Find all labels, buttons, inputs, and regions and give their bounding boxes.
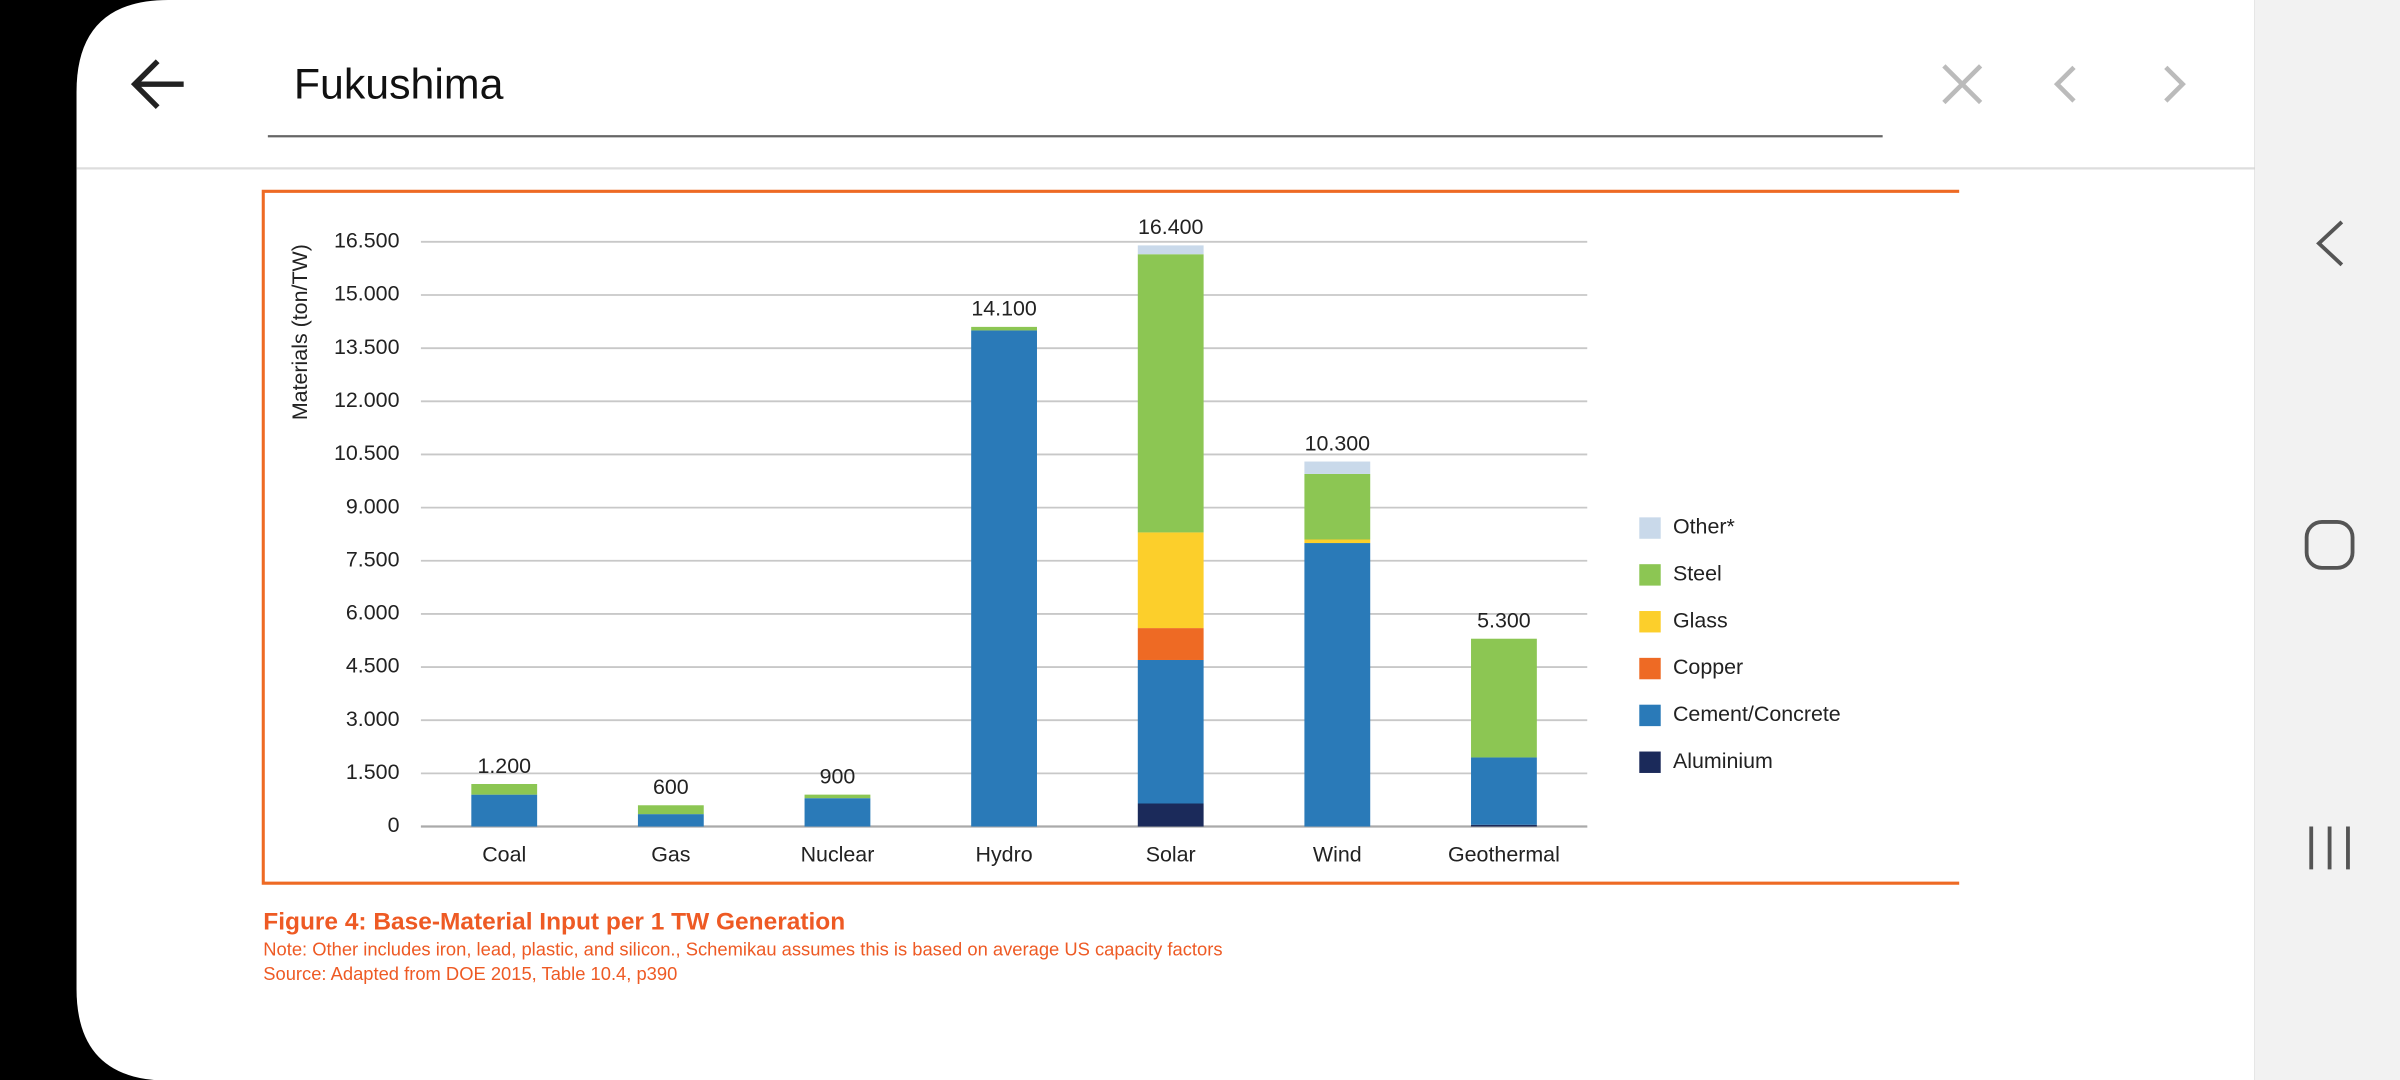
clear-button[interactable] xyxy=(1942,64,1983,105)
sys-recents[interactable] xyxy=(2309,826,2350,870)
bar-segment xyxy=(1137,245,1204,255)
bar-segment xyxy=(971,330,1037,827)
total-label: 1.200 xyxy=(477,754,531,778)
bar-segment xyxy=(1304,461,1371,474)
legend-label: Steel xyxy=(1673,562,1722,586)
back-button[interactable] xyxy=(130,59,184,110)
bar-segment xyxy=(1471,638,1537,758)
bar-segment xyxy=(471,794,538,827)
bar-segment xyxy=(471,784,538,795)
total-label: 16.400 xyxy=(1138,215,1204,239)
figure-caption: Figure 4: Base-Material Input per 1 TW G… xyxy=(263,908,845,935)
bar-segment xyxy=(804,794,871,799)
y-tick-label: 13.500 xyxy=(334,335,400,359)
legend-swatch xyxy=(1639,517,1661,539)
y-tick-label: 1.500 xyxy=(346,760,400,784)
legend-label: Other* xyxy=(1673,515,1735,539)
bar-segment xyxy=(1137,659,1204,804)
y-tick-label: 4.500 xyxy=(346,654,400,678)
y-tick-label: 7.500 xyxy=(346,547,400,571)
legend-swatch xyxy=(1639,611,1661,633)
legend-label: Cement/Concrete xyxy=(1673,702,1841,726)
x-tick-label: Hydro xyxy=(976,842,1033,866)
y-axis-label: Materials (ton/TW) xyxy=(288,244,312,420)
legend-swatch xyxy=(1639,704,1661,727)
x-tick-label: Nuclear xyxy=(801,842,875,866)
bar-segment xyxy=(1471,757,1537,825)
bar-segment xyxy=(1304,539,1371,544)
bar-segment xyxy=(1304,543,1371,827)
bar-segment xyxy=(804,798,871,827)
y-tick-label: 12.000 xyxy=(334,388,400,412)
y-tick-label: 16.500 xyxy=(334,228,400,252)
legend-label: Copper xyxy=(1673,655,1743,679)
bar-segment xyxy=(971,326,1037,331)
legend-swatch xyxy=(1639,564,1661,586)
x-tick-label: Wind xyxy=(1313,842,1362,866)
total-label: 10.300 xyxy=(1305,431,1371,455)
x-tick-label: Gas xyxy=(651,842,690,866)
bar-segment xyxy=(1471,824,1537,827)
nav-bar xyxy=(2254,0,2400,1080)
bar-segment xyxy=(637,814,704,827)
y-tick-label: 9.000 xyxy=(346,494,400,518)
legend-swatch xyxy=(1639,657,1661,680)
y-tick-label: 0 xyxy=(388,813,400,837)
bar-segment xyxy=(1137,628,1204,660)
legend-label: Aluminium xyxy=(1673,749,1773,773)
figure-note: Note: Other includes iron, lead, plastic… xyxy=(263,938,1222,959)
x-tick-label: Geothermal xyxy=(1448,842,1560,866)
bar-segment xyxy=(1137,532,1204,629)
prev-button[interactable] xyxy=(2053,65,2076,103)
sys-home[interactable] xyxy=(2304,520,2355,570)
bar-segment xyxy=(1137,803,1204,827)
chart: 0 1.500 3.000 4.500 6.000 7.500 9.000 10.500 12.… xyxy=(334,215,1841,866)
figure-source: Source: Adapted from DOE 2015, Table 10.… xyxy=(263,963,677,984)
bar-segment xyxy=(1137,254,1204,533)
y-tick-label: 15.000 xyxy=(334,282,400,306)
y-tick-label: 6.000 xyxy=(346,601,400,625)
legend-swatch xyxy=(1639,751,1661,773)
bar-segment xyxy=(1304,473,1371,540)
total-label: 600 xyxy=(653,775,689,799)
x-tick-label: Solar xyxy=(1146,842,1196,866)
y-tick-label: 10.500 xyxy=(334,441,400,465)
total-label: 5.300 xyxy=(1477,609,1531,633)
sys-back[interactable] xyxy=(2316,220,2344,267)
total-label: 14.100 xyxy=(971,297,1037,321)
total-label: 900 xyxy=(820,764,856,788)
bar-segment xyxy=(637,805,704,815)
legend-label: Glass xyxy=(1673,608,1728,632)
y-tick-label: 3.000 xyxy=(346,707,400,731)
x-tick-label: Coal xyxy=(482,842,526,866)
next-button[interactable] xyxy=(2164,65,2186,103)
search-query[interactable]: Fukushima xyxy=(294,61,504,109)
